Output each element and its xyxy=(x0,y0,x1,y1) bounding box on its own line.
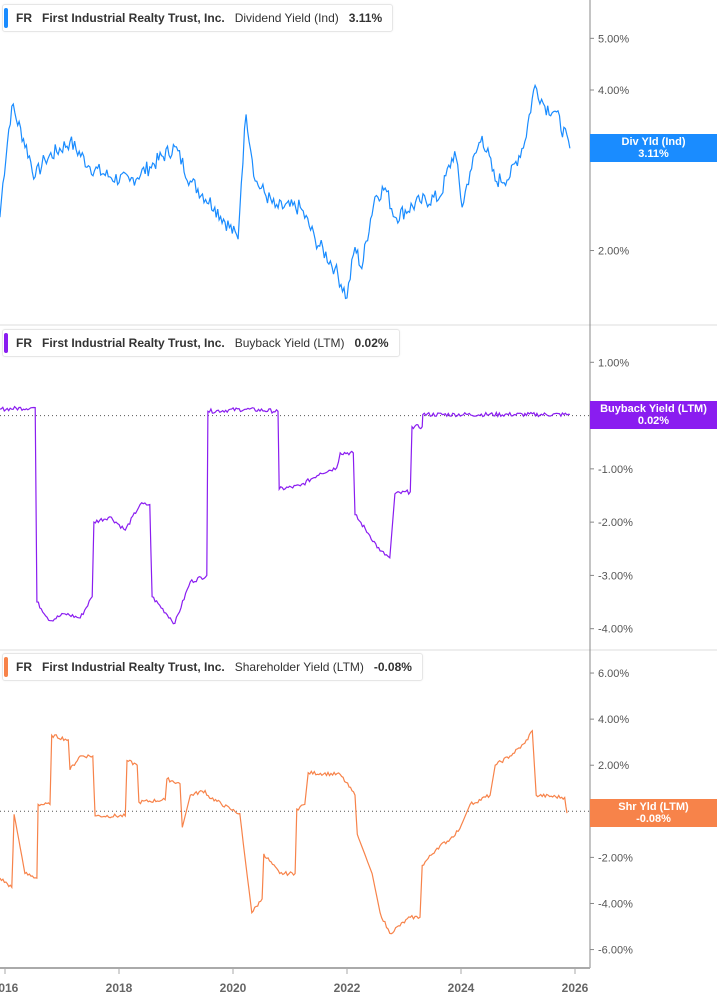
legend-shareholder-yield: FR First Industrial Realty Trust, Inc. S… xyxy=(2,653,423,681)
y-tick-label: 6.00% xyxy=(598,668,629,680)
current-value-tag-shareholder: Shr Yld (LTM) -0.08% xyxy=(590,799,717,828)
legend-value: -0.08% xyxy=(373,660,412,674)
tag-title: Div Yld (Ind) xyxy=(621,136,686,149)
legend-metric: Dividend Yield (Ind) xyxy=(234,11,339,25)
tag-value: -0.08% xyxy=(636,813,671,826)
y-tick-label: -4.00% xyxy=(598,624,633,636)
series-line-2 xyxy=(0,729,568,935)
y-tick-label: 4.00% xyxy=(598,85,629,97)
y-tick-label: 2.00% xyxy=(598,760,629,772)
legend-value: 3.11% xyxy=(348,11,383,25)
series-color-swatch xyxy=(4,657,8,677)
y-tick-label: 2.00% xyxy=(598,246,629,258)
tag-value: 0.02% xyxy=(637,414,670,427)
series-line-1 xyxy=(0,405,571,625)
tag-value: 3.11% xyxy=(638,148,669,161)
x-tick-label: 2024 xyxy=(448,981,475,995)
y-tick-label: 5.00% xyxy=(598,33,629,45)
y-tick-label: -4.00% xyxy=(598,898,633,910)
series-color-swatch xyxy=(4,333,8,353)
current-value-tag-buyback: Buyback Yield (LTM) 0.02% xyxy=(590,400,717,429)
legend-company: First Industrial Realty Trust, Inc. xyxy=(42,336,225,350)
legend-metric: Shareholder Yield (LTM) xyxy=(234,660,364,674)
legend-dividend-yield: FR First Industrial Realty Trust, Inc. D… xyxy=(2,4,394,32)
y-tick-label: -2.00% xyxy=(598,517,633,529)
legend-company: First Industrial Realty Trust, Inc. xyxy=(42,660,225,674)
legend-ticker: FR xyxy=(16,336,32,350)
series-color-swatch xyxy=(4,8,8,28)
y-tick-label: -2.00% xyxy=(598,852,633,864)
tag-title: Shr Yld (LTM) xyxy=(618,801,689,814)
current-value-tag-dividend: Div Yld (Ind) 3.11% xyxy=(590,134,717,163)
x-tick-label: 2022 xyxy=(334,981,361,995)
x-tick-label: 2016 xyxy=(0,981,19,995)
tag-title: Buyback Yield (LTM) xyxy=(600,402,707,415)
legend-metric: Buyback Yield (LTM) xyxy=(234,336,345,350)
legend-company: First Industrial Realty Trust, Inc. xyxy=(42,11,225,25)
y-tick-label: 1.00% xyxy=(598,357,629,369)
x-tick-label: 2018 xyxy=(106,981,133,995)
legend-ticker: FR xyxy=(16,660,32,674)
x-tick-label: 2026 xyxy=(562,981,589,995)
series-line-0 xyxy=(0,83,571,300)
x-tick-label: 2020 xyxy=(220,981,247,995)
legend-ticker: FR xyxy=(16,11,32,25)
legend-value: 0.02% xyxy=(354,336,389,350)
y-tick-label: 4.00% xyxy=(598,714,629,726)
y-tick-label: -1.00% xyxy=(598,464,633,476)
y-tick-label: -3.00% xyxy=(598,570,633,582)
y-tick-label: -6.00% xyxy=(598,945,633,957)
legend-buyback-yield: FR First Industrial Realty Trust, Inc. B… xyxy=(2,329,400,357)
